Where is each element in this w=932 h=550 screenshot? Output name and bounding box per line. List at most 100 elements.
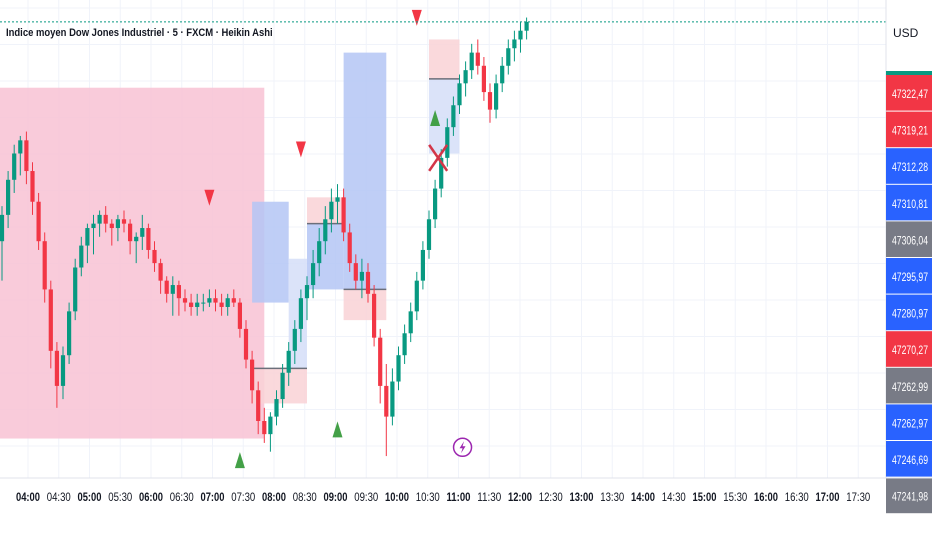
candle-body <box>353 263 358 281</box>
candle-body <box>433 188 438 220</box>
price-label-current-marker <box>886 71 932 75</box>
candle-body <box>158 263 163 281</box>
time-tick-label: 04:30 <box>47 490 71 504</box>
candle-body <box>304 285 310 299</box>
candle-body <box>213 298 218 303</box>
candle-body <box>347 232 352 264</box>
candle-body <box>189 302 194 307</box>
sell-arrow-icon <box>204 189 215 206</box>
buy-arrow-icon <box>332 421 343 438</box>
candle-body <box>402 333 407 356</box>
candle-body <box>286 350 291 373</box>
price-label-text: 47246,69 <box>892 453 928 467</box>
price-label-box <box>886 477 932 514</box>
candle-body <box>317 241 322 264</box>
time-tick-label: 17:30 <box>846 490 870 504</box>
candle-body <box>506 48 511 66</box>
candle-body <box>6 179 11 215</box>
zone-box <box>429 39 460 79</box>
time-tick-label: 13:00 <box>570 490 594 504</box>
candle-body <box>292 328 297 351</box>
lightning-bolt <box>459 441 466 454</box>
time-tick-label: 05:30 <box>108 490 132 504</box>
price-label-box <box>886 111 932 148</box>
candles-layer <box>0 17 529 457</box>
candle-body <box>79 245 84 268</box>
price-label-box <box>886 367 932 404</box>
price-label-text: 47280,97 <box>892 307 928 321</box>
price-label-text: 47295,97 <box>892 270 928 284</box>
candle-body <box>457 83 462 106</box>
candle-body <box>115 219 120 229</box>
candle-body <box>0 214 5 242</box>
price-label-box <box>886 258 932 294</box>
price-label-box <box>886 294 932 331</box>
candle-body <box>512 39 517 49</box>
candle-body <box>12 153 17 180</box>
currency-label[interactable]: USD <box>893 26 919 40</box>
candle-body <box>243 328 249 360</box>
candle-body <box>469 52 474 71</box>
time-tick-label: 15:00 <box>693 490 717 504</box>
candle-body <box>365 271 371 294</box>
price-label-box <box>886 184 932 221</box>
candle-body <box>518 30 523 40</box>
candle-body <box>219 302 224 307</box>
price-label-box <box>886 148 932 184</box>
candle-body <box>524 21 529 31</box>
time-tick-label: 08:00 <box>262 490 286 504</box>
price-label-text: 47262,99 <box>892 380 928 394</box>
time-tick-label: 07:00 <box>201 490 225 504</box>
candle-body <box>60 355 66 386</box>
candle-body <box>121 219 127 224</box>
price-labels: 47322,47 47319,21 47312,28 47310,81 47306,04… <box>886 71 932 514</box>
time-tick-label: 05:00 <box>78 490 102 504</box>
candle-body <box>48 289 53 351</box>
stop-x-icon <box>428 144 449 172</box>
time-tick-label: 16:00 <box>754 490 778 504</box>
zone-box <box>252 201 289 303</box>
candle-body <box>18 140 23 154</box>
candle-body <box>195 302 200 307</box>
candle-body <box>36 201 41 242</box>
candle-body <box>109 223 114 229</box>
price-label-box <box>886 75 932 111</box>
candle-body <box>146 228 151 250</box>
candle-body <box>280 372 285 400</box>
candle-body <box>323 219 328 242</box>
price-label-box <box>886 441 932 477</box>
price-label-box <box>886 221 932 257</box>
candle-body <box>164 280 169 294</box>
price-label-box <box>886 331 932 367</box>
time-tick-label: 16:30 <box>785 490 809 504</box>
candle-body <box>487 92 493 110</box>
time-tick-label: 14:00 <box>631 490 655 504</box>
time-tick-label: 14:30 <box>662 490 686 504</box>
candle-body <box>414 280 419 312</box>
candle-body <box>128 223 133 242</box>
time-tick-label: 06:30 <box>170 490 194 504</box>
price-label-text: 47310,81 <box>892 197 928 211</box>
candle-body <box>250 359 255 391</box>
zones-layer <box>0 39 460 439</box>
candle-body <box>475 52 480 66</box>
candle-body <box>390 381 395 417</box>
candle-body <box>408 311 413 334</box>
candle-body <box>140 228 145 237</box>
candle-body <box>182 298 188 303</box>
time-tick-label: 11:30 <box>477 490 501 504</box>
time-tick-label: 09:30 <box>354 490 378 504</box>
sell-arrow-icon <box>295 141 306 158</box>
candle-body <box>396 355 401 382</box>
time-axis[interactable]: 04:00 04:30 05:00 05:30 06:00 06:30 07:00 07:30… <box>0 477 932 504</box>
time-tick-label: 10:00 <box>385 490 409 504</box>
candle-body <box>134 236 139 242</box>
stop-x-stroke <box>428 144 449 172</box>
lightning-icon <box>452 437 473 458</box>
candle-body <box>103 214 108 224</box>
candle-body <box>451 105 456 128</box>
candle-body <box>152 249 157 264</box>
candle-body <box>463 70 468 84</box>
